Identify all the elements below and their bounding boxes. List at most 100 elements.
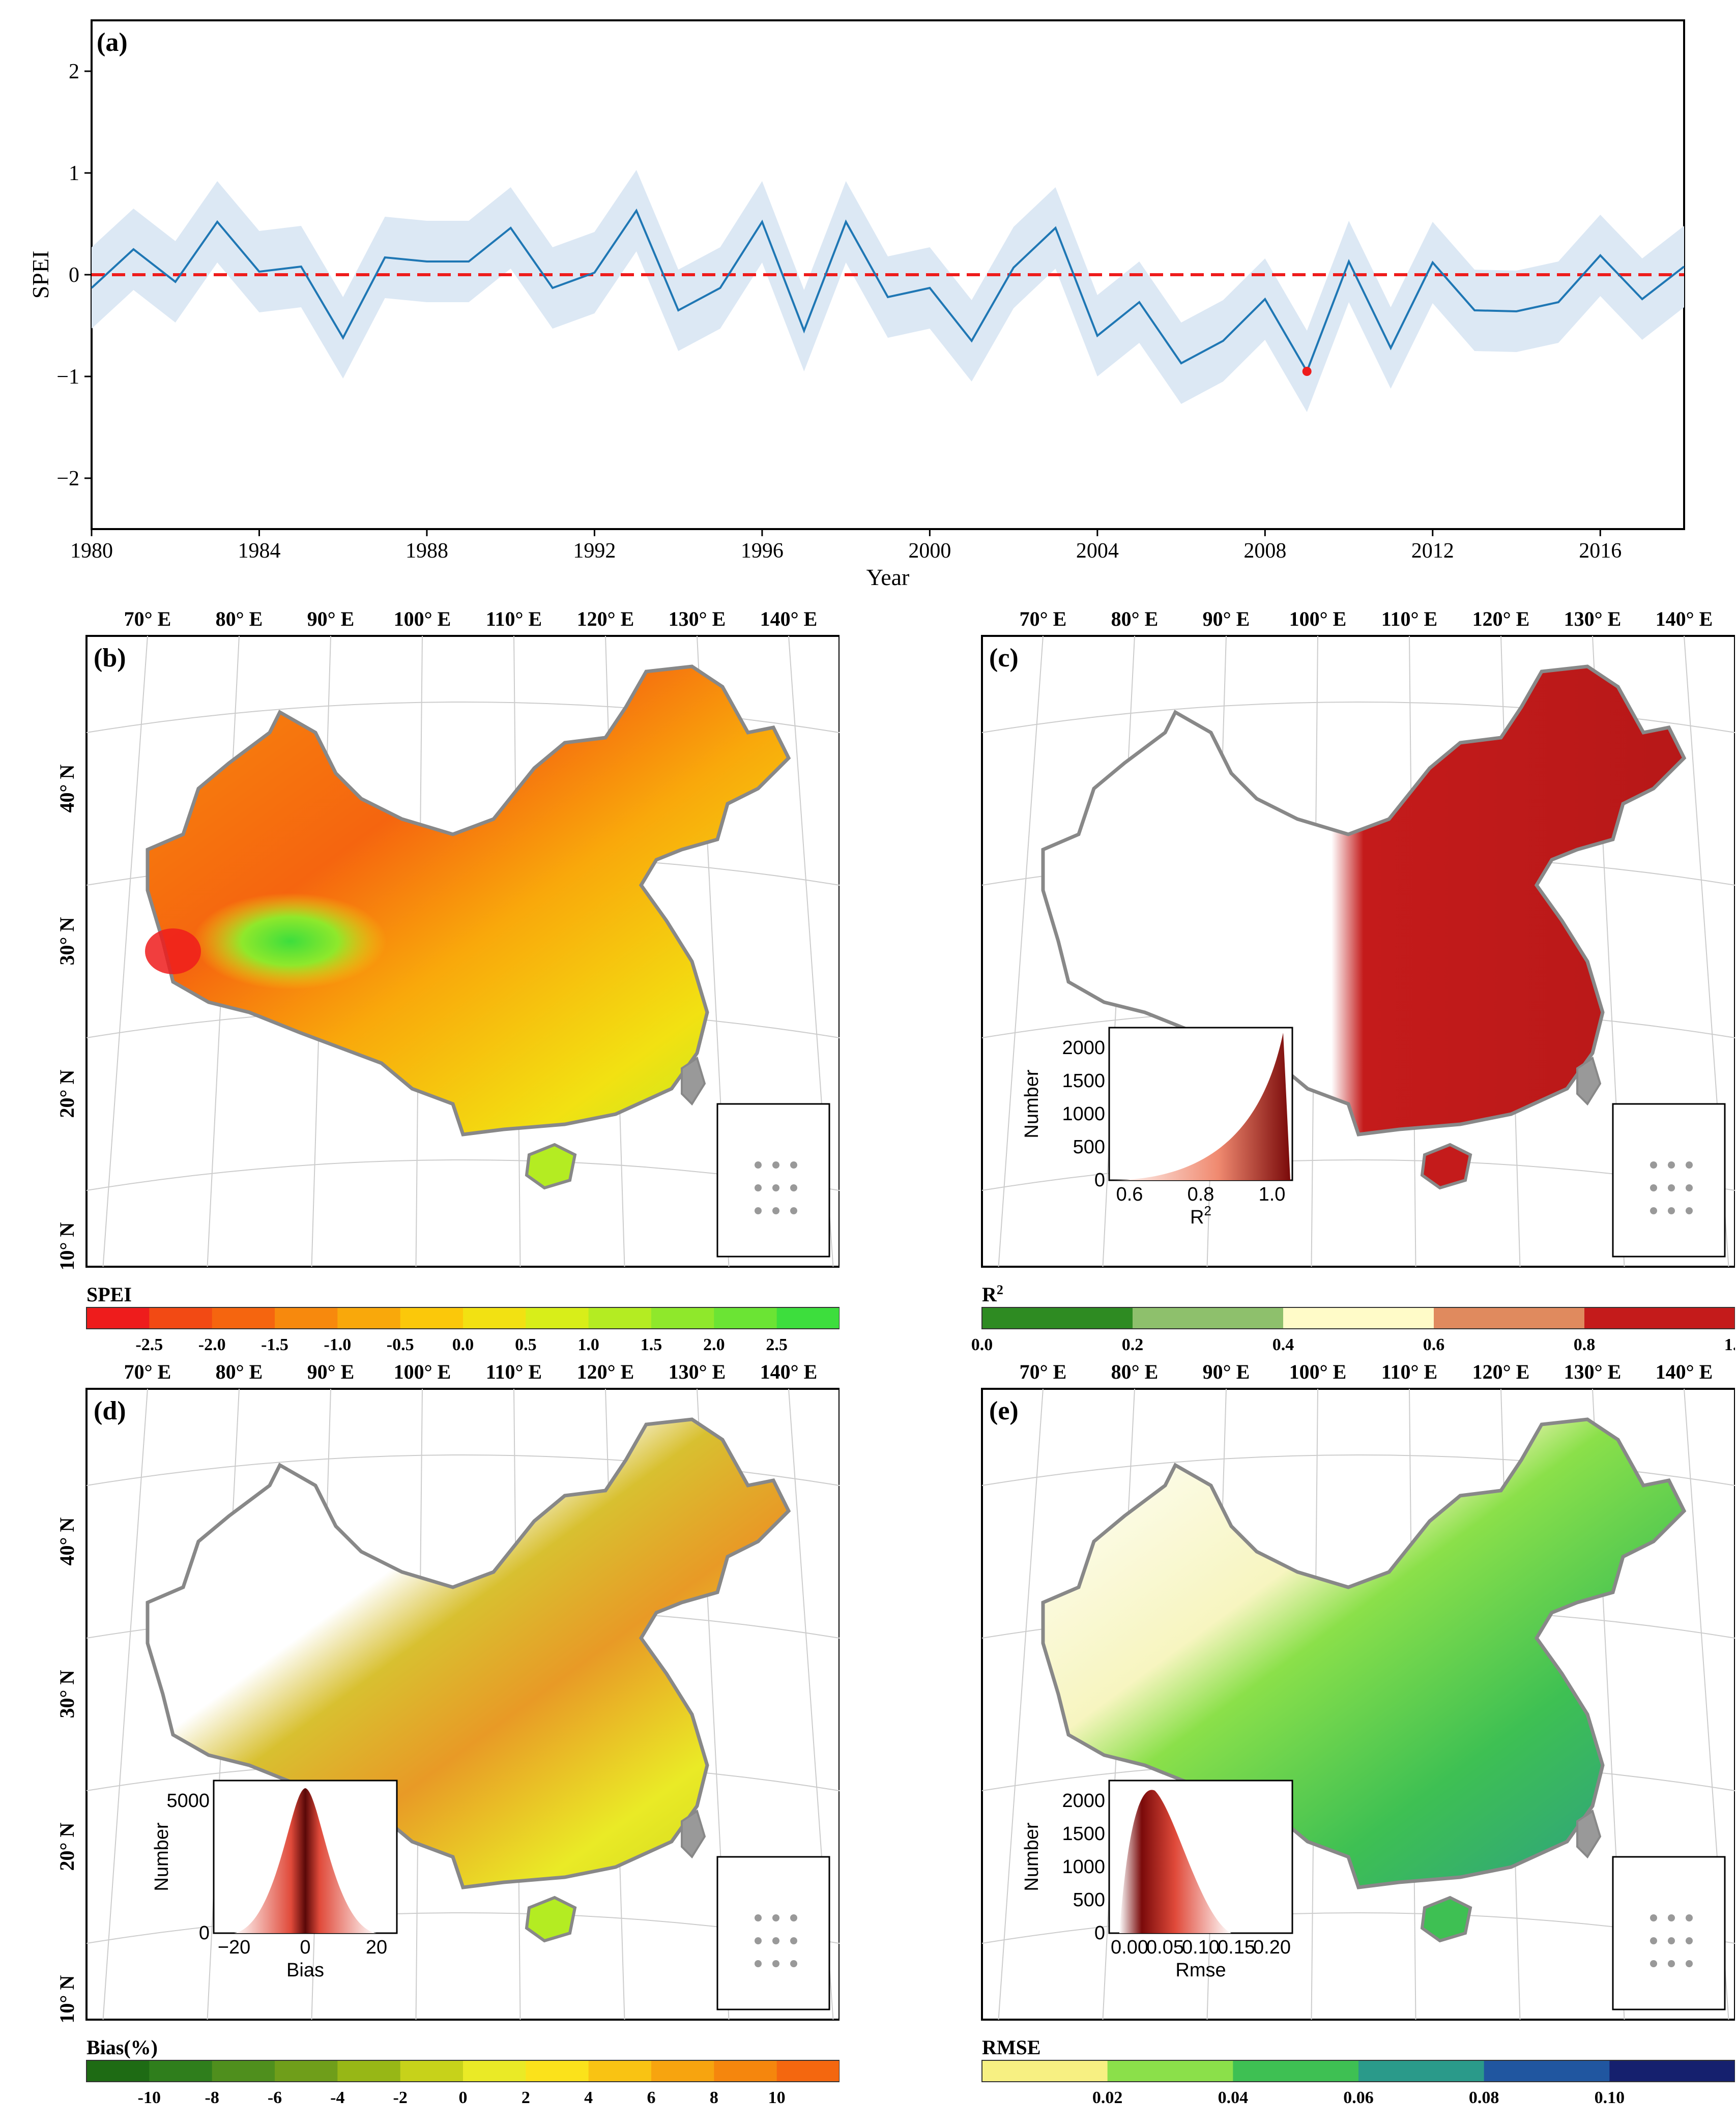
longitude-line bbox=[998, 635, 1044, 1267]
south-china-sea-inset bbox=[1612, 1103, 1726, 1258]
island-dot bbox=[1650, 1184, 1657, 1191]
longitude-labels: 70° E 80° E 90° E 100° E 110° E 120° E 130° E 1… bbox=[124, 607, 818, 630]
longitude-label: 90° E bbox=[1203, 1360, 1250, 1383]
inset-x-tick: 0.6 bbox=[1116, 1184, 1143, 1205]
colorbar-title: R2 bbox=[982, 1282, 1003, 1306]
colorbar: RMSE 0.02 0.04 0.06 0.08 0.10 bbox=[981, 2036, 1735, 2106]
x-tick-label: 2008 bbox=[1243, 539, 1286, 563]
latitude-label: 20° N bbox=[55, 1069, 78, 1118]
island-dot bbox=[772, 1937, 779, 1944]
longitude-label: 100° E bbox=[394, 1360, 451, 1383]
colorbar-segment bbox=[275, 2060, 338, 2082]
histogram-bars bbox=[1109, 1033, 1290, 1180]
colorbar-segment bbox=[400, 1307, 464, 1329]
colorbar-segment bbox=[1107, 2060, 1233, 2082]
colorbar-tick-label: 1.0 bbox=[577, 1335, 599, 1353]
latitude-label: 10° N bbox=[55, 1222, 78, 1270]
inset-y-tick: 0 bbox=[1094, 1170, 1105, 1191]
inset-x-tick: 0.10 bbox=[1182, 1937, 1220, 1958]
inset-y-tick: 1500 bbox=[1062, 1070, 1105, 1092]
latitude-label: 40° N bbox=[55, 764, 78, 812]
longitude-label: 130° E bbox=[669, 607, 726, 630]
confidence-band bbox=[92, 170, 1684, 412]
longitude-label: 80° E bbox=[216, 607, 263, 630]
longitude-label: 130° E bbox=[669, 1360, 726, 1383]
y-tick-label: −2 bbox=[56, 467, 79, 490]
inset-y-tick: 2000 bbox=[1062, 1790, 1105, 1812]
colorbar-segment bbox=[400, 2060, 464, 2082]
colorbar-border bbox=[86, 1307, 840, 1329]
x-tick-label: 1992 bbox=[573, 539, 616, 563]
histogram-bars bbox=[1119, 1790, 1231, 1933]
longitude-label: 80° E bbox=[1111, 1360, 1159, 1383]
longitude-label: 70° E bbox=[1020, 607, 1067, 630]
inset-x-label: Rmse bbox=[1175, 1960, 1226, 1981]
colorbar-tick-label: 8 bbox=[710, 2088, 718, 2106]
panel-label-a: (a) bbox=[97, 28, 128, 57]
longitude-label: 80° E bbox=[216, 1360, 263, 1383]
island-dot bbox=[790, 1914, 797, 1921]
colorbar-segment bbox=[714, 2060, 777, 2082]
colorbar-segment bbox=[212, 1307, 275, 1329]
colorbar-tick-label: 0.8 bbox=[1574, 1335, 1596, 1353]
colorbar-tick-label: -2 bbox=[393, 2088, 408, 2106]
colorbar-tick-label: 4 bbox=[584, 2088, 593, 2106]
latitude-label: 10° N bbox=[55, 1975, 78, 2023]
colorbar-segment bbox=[463, 1307, 526, 1329]
colorbar-tick-label: 0.6 bbox=[1423, 1335, 1445, 1353]
colorbar: Bias(%) -10 -8 -6 -4 -2 0 2 4 6 8 10 bbox=[86, 2036, 840, 2106]
inset-x-label-sup: 2 bbox=[1204, 1203, 1211, 1218]
longitude-label: 140° E bbox=[760, 1360, 818, 1383]
colorbar-tick-label: 0.4 bbox=[1272, 1335, 1294, 1353]
colorbar-tick-label: 0.08 bbox=[1469, 2088, 1499, 2106]
colorbar-title: RMSE bbox=[982, 2036, 1041, 2059]
colorbar-segment bbox=[1609, 2060, 1735, 2082]
colorbar-segment bbox=[526, 2060, 589, 2082]
colorbar-segment bbox=[588, 2060, 652, 2082]
island-dot bbox=[1668, 1937, 1675, 1944]
colorbar-border bbox=[981, 1307, 1735, 1329]
inset-y-tick: 1500 bbox=[1062, 1823, 1105, 1845]
colorbar-segment bbox=[275, 1307, 338, 1329]
colorbar-segment bbox=[1358, 2060, 1485, 2082]
colorbar-tick-label: -2.0 bbox=[198, 1335, 226, 1353]
island-dot bbox=[772, 1161, 779, 1169]
colorbar-segment bbox=[1584, 1307, 1735, 1329]
island-dot bbox=[755, 1937, 762, 1944]
island-dot bbox=[790, 1161, 797, 1169]
longitude-label: 130° E bbox=[1564, 607, 1622, 630]
island-dot bbox=[1686, 1207, 1693, 1214]
inset-y-tick: 0 bbox=[199, 1922, 210, 1944]
island-dot bbox=[755, 1161, 762, 1169]
longitude-labels: 70° E 80° E 90° E 100° E 110° E 120° E 130° E 1… bbox=[1020, 607, 1713, 630]
panel-label: (c) bbox=[989, 644, 1019, 673]
spei-series-line bbox=[91, 208, 1685, 374]
longitude-label: 90° E bbox=[307, 1360, 355, 1383]
inset-x-tick: 0.8 bbox=[1188, 1184, 1214, 1205]
longitude-line bbox=[102, 1388, 148, 2020]
longitude-labels: 70° E 80° E 90° E 100° E 110° E 120° E 130° E 1… bbox=[1020, 1360, 1713, 1383]
colorbar-border bbox=[981, 2060, 1735, 2082]
longitude-label: 110° E bbox=[486, 1360, 542, 1383]
colorbar-tick-label: 2.5 bbox=[766, 1335, 788, 1353]
longitude-label: 140° E bbox=[760, 607, 818, 630]
island-dot bbox=[1650, 1914, 1657, 1921]
island-dot bbox=[1650, 1960, 1657, 1967]
colorbar-segment bbox=[714, 1307, 777, 1329]
longitude-label: 100° E bbox=[1289, 607, 1347, 630]
x-axis-ticks: 1980 1984 1988 1992 1996 2000 2004 2008 2012 2016 bbox=[70, 529, 1622, 563]
x-tick-label: 1988 bbox=[406, 539, 448, 563]
colorbar-tick-label: 0.5 bbox=[515, 1335, 537, 1353]
latitude-label: 30° N bbox=[55, 917, 78, 965]
y-tick-label: −1 bbox=[56, 365, 79, 389]
longitude-label: 70° E bbox=[124, 607, 171, 630]
inset-x-tick: 0.05 bbox=[1146, 1937, 1184, 1958]
colorbar-segment bbox=[526, 1307, 589, 1329]
colorbar-segment bbox=[337, 2060, 401, 2082]
colorbar: R2 0.0 0.2 0.4 0.6 0.8 1.0 bbox=[971, 1282, 1735, 1353]
inset-x-tick: 0.15 bbox=[1218, 1937, 1255, 1958]
colorbar-title: Bias(%) bbox=[86, 2036, 158, 2059]
plateau-wet-region bbox=[193, 893, 387, 989]
south-china-sea-inset bbox=[716, 1856, 830, 2010]
colorbar-tick-label: 0.02 bbox=[1092, 2088, 1123, 2106]
